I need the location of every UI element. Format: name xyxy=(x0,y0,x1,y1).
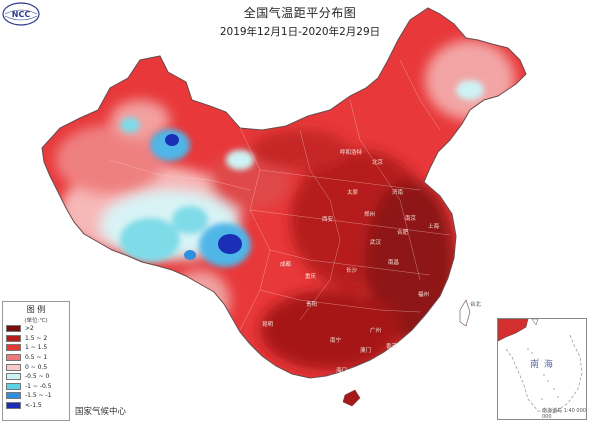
legend-swatch xyxy=(6,334,21,342)
legend-item: -1.5 ~ -1 xyxy=(6,391,69,401)
legend-label: 0 ~ 0.5 xyxy=(25,363,48,371)
hainan-island xyxy=(342,389,361,407)
legend-item: 0 ~ 0.5 xyxy=(6,362,69,372)
legend-swatch xyxy=(6,363,21,371)
city-label-haikou: 海口 xyxy=(336,368,348,374)
legend-swatch xyxy=(6,382,21,390)
city-label-guiyang: 贵阳 xyxy=(306,302,318,308)
legend-swatch xyxy=(6,344,21,352)
inset-map xyxy=(498,319,583,414)
city-label-hongkong: 香港 xyxy=(386,344,398,350)
taiwan-island xyxy=(459,299,471,327)
inset-title: 南 海 xyxy=(530,360,554,370)
city-label-jinan: 济南 xyxy=(392,190,404,196)
legend-label: <-1.5 xyxy=(25,402,42,410)
legend-label: 1 ~ 1.5 xyxy=(25,344,48,352)
legend-label: -1.5 ~ -1 xyxy=(25,392,52,400)
city-label-guangzhou: 广州 xyxy=(370,328,382,334)
city-label-nanchang: 南昌 xyxy=(388,260,400,266)
south-china-sea-inset: 南 海 南海诸岛 1:40 000 000 xyxy=(497,318,587,420)
city-label-nanning: 南宁 xyxy=(330,338,342,344)
province-borders xyxy=(109,59,451,331)
legend-item: 1 ~ 1.5 xyxy=(6,343,69,353)
city-label-zhengzhou: 郑州 xyxy=(364,212,376,218)
legend-item: -1 ~ -0.5 xyxy=(6,382,69,392)
city-label-kunming: 昆明 xyxy=(262,322,274,328)
source-label: 国家气候中心 xyxy=(75,407,127,417)
legend-label: -0.5 ~ 0 xyxy=(25,373,50,381)
legend-title: 图 例 xyxy=(26,305,46,314)
legend-item: -0.5 ~ 0 xyxy=(6,372,69,382)
legend-item: >2 xyxy=(6,324,69,334)
city-label-xian: 西安 xyxy=(322,217,334,223)
city-label-wuhan: 武汉 xyxy=(370,240,382,246)
city-label-hohhot: 呼和浩特 xyxy=(340,150,363,156)
ncc-logo-text: NCC xyxy=(12,10,31,19)
city-label-fuzhou: 福州 xyxy=(418,292,430,298)
legend-label: 0.5 ~ 1 xyxy=(25,354,48,362)
legend-swatch xyxy=(6,402,21,410)
legend-swatch xyxy=(6,354,21,362)
legend-item: 0.5 ~ 1 xyxy=(6,353,69,363)
legend-label: -1 ~ -0.5 xyxy=(25,382,52,390)
legend-item: <-1.5 xyxy=(6,401,69,411)
map-title: 全国气温距平分布图 xyxy=(243,6,357,20)
city-label-taiyuan: 太原 xyxy=(347,190,359,196)
legend-unit: (单位:℃) xyxy=(24,318,48,324)
city-label-hefei: 合肥 xyxy=(397,230,409,236)
legend-item: 1.5 ~ 2 xyxy=(6,334,69,344)
city-label-changsha: 长沙 xyxy=(346,268,358,274)
ncc-logo-icon: NCC xyxy=(2,2,40,26)
city-label-chongqing: 重庆 xyxy=(305,274,317,280)
city-label-nanjing: 南京 xyxy=(405,216,417,222)
city-label-taipei: 台北 xyxy=(470,302,482,308)
legend-swatch xyxy=(6,325,21,333)
inset-note: 南海诸岛 1:40 000 000 xyxy=(542,408,586,420)
city-label-beijing: 北京 xyxy=(372,160,384,166)
city-label-macau: 澳门 xyxy=(360,348,372,354)
map-subtitle: 2019年12月1日-2020年2月29日 xyxy=(219,26,381,38)
legend-swatch xyxy=(6,392,21,400)
ncc-logo: NCC xyxy=(2,2,40,26)
city-label-chengdu: 成都 xyxy=(280,262,292,268)
city-label-shanghai: 上海 xyxy=(428,224,440,230)
legend-swatch xyxy=(6,373,21,381)
legend-label: 1.5 ~ 2 xyxy=(25,334,48,342)
legend-label: >2 xyxy=(25,325,34,333)
